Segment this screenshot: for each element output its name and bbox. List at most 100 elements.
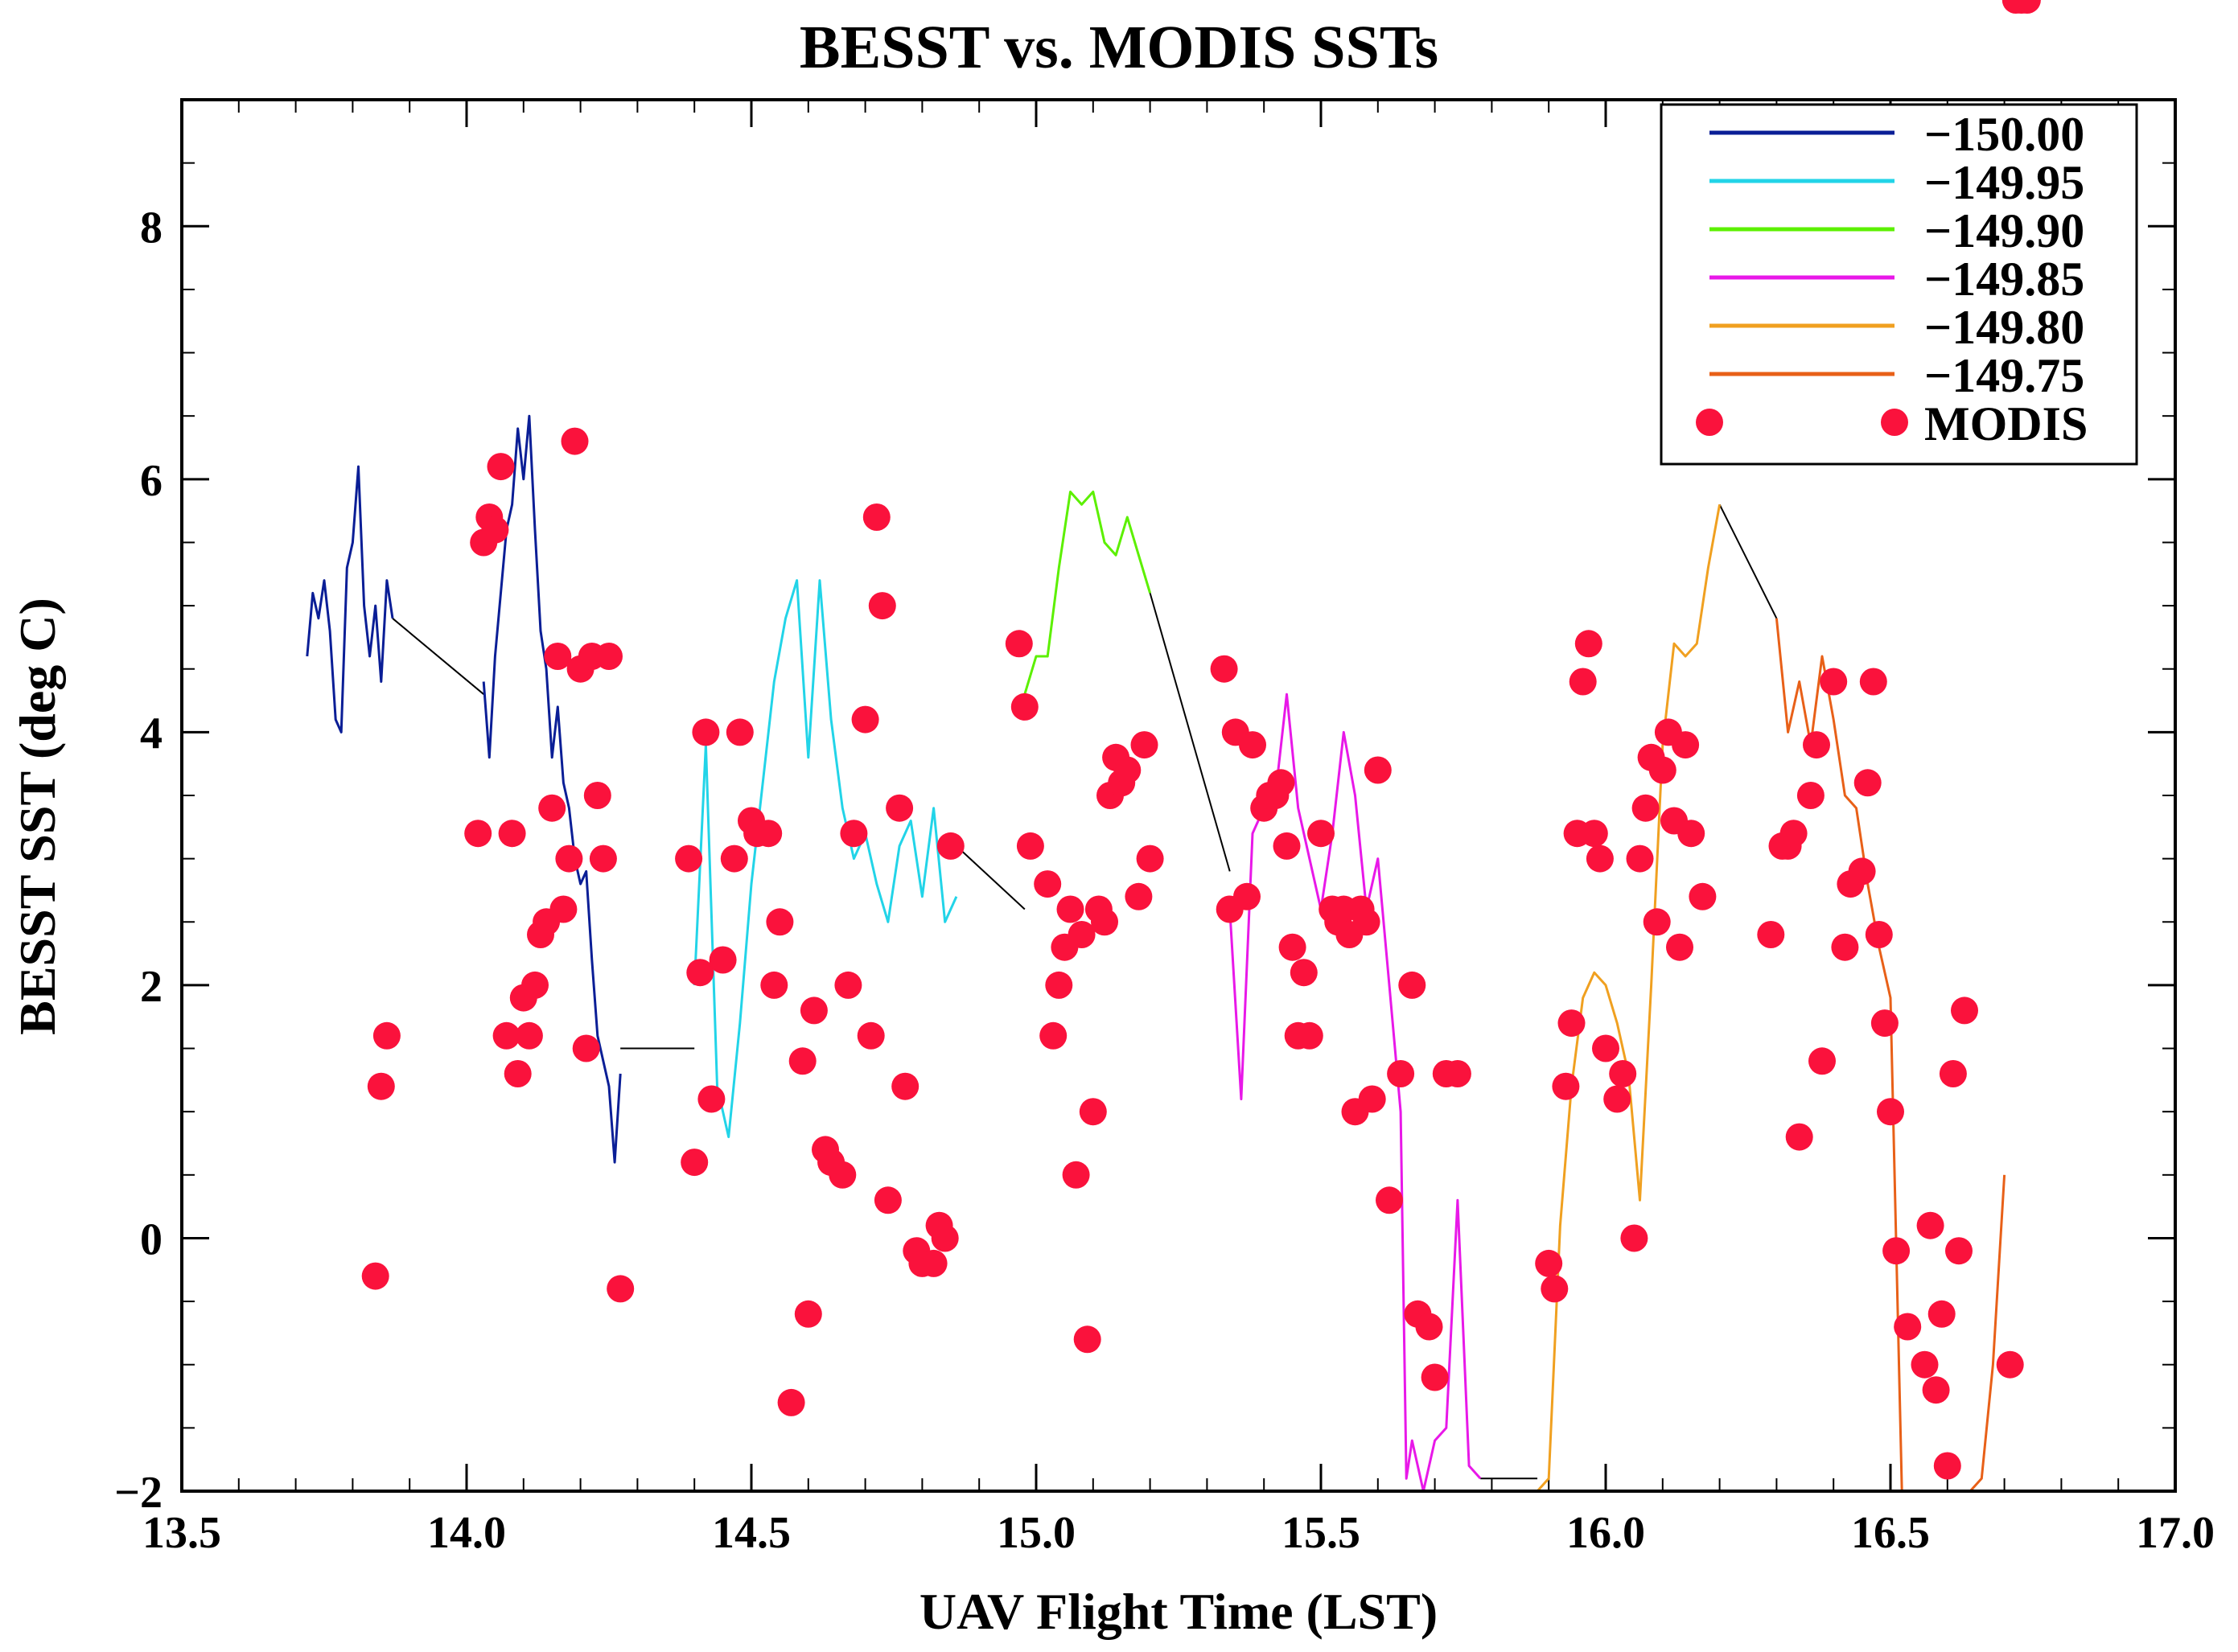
modis-point — [1620, 1224, 1648, 1252]
legend-label: −150.00 — [1924, 108, 2084, 161]
modis-point — [1648, 756, 1676, 784]
modis-point — [1922, 1376, 1950, 1404]
modis-point — [1916, 1211, 1944, 1239]
modis-point — [464, 820, 492, 848]
y-tick-label: 0 — [140, 1214, 163, 1264]
modis-point — [1125, 882, 1153, 910]
x-axis-label: UAV Flight Time (LST) — [919, 1583, 1438, 1640]
modis-point — [1239, 731, 1266, 759]
modis-point — [1010, 692, 1039, 721]
x-tick-label: 16.5 — [1851, 1508, 1930, 1558]
modis-point — [492, 1021, 520, 1050]
x-tick-label: 17.0 — [2136, 1508, 2215, 1558]
modis-point — [1113, 756, 1142, 784]
modis-point — [874, 1186, 902, 1214]
y-tick-label: 8 — [140, 203, 163, 253]
modis-point — [1808, 1047, 1836, 1075]
modis-point — [1672, 731, 1700, 759]
x-tick-label: 15.0 — [997, 1508, 1076, 1558]
modis-point — [1034, 870, 1062, 898]
modis-point — [720, 844, 748, 873]
modis-point — [891, 1072, 919, 1100]
legend-box — [1660, 103, 2138, 466]
modis-point — [515, 1021, 543, 1050]
modis-point — [1130, 731, 1158, 759]
y-tick-label: 2 — [140, 962, 163, 1012]
connector-line — [956, 845, 1026, 910]
y-tick-label: 4 — [140, 709, 163, 758]
modis-point — [561, 427, 589, 455]
modis-point — [1785, 1123, 1813, 1151]
modis-point — [829, 1161, 857, 1189]
modis-point — [583, 782, 611, 809]
modis-point — [777, 1388, 805, 1416]
modis-point — [1865, 921, 1893, 948]
connector-line — [392, 618, 484, 695]
modis-point — [1574, 630, 1602, 658]
modis-point — [1603, 1085, 1631, 1113]
modis-point — [726, 718, 754, 746]
y-tick-label: 6 — [140, 456, 163, 506]
modis-point — [1933, 1452, 1961, 1480]
legend-label: −149.95 — [1924, 156, 2084, 209]
modis-point — [766, 908, 794, 936]
modis-point — [681, 1149, 709, 1177]
modis-point — [1631, 794, 1660, 822]
modis-point — [1853, 769, 1882, 797]
modis-point — [1939, 1060, 1967, 1087]
legend-label-modis: MODIS — [1924, 397, 2088, 450]
modis-point — [1643, 908, 1671, 936]
modis-point — [1677, 820, 1705, 848]
modis-point — [1290, 959, 1318, 987]
modis-point — [1569, 668, 1597, 696]
modis-point — [549, 895, 578, 923]
modis-point — [1945, 1237, 1973, 1265]
x-tick-label: 15.5 — [1282, 1508, 1360, 1558]
legend-label: −149.75 — [1924, 349, 2084, 402]
modis-point — [1831, 933, 1859, 961]
modis-point — [589, 844, 617, 873]
modis-point — [572, 1034, 600, 1062]
plot-area — [306, 0, 2041, 1493]
modis-point — [498, 820, 526, 848]
modis-point — [1877, 1098, 1904, 1126]
modis-point — [1062, 1161, 1090, 1189]
modis-point — [1364, 756, 1392, 784]
modis-point — [1951, 997, 1978, 1025]
modis-point — [931, 1224, 959, 1252]
modis-point — [834, 971, 862, 999]
modis-point — [1592, 1034, 1619, 1062]
modis-point — [1803, 731, 1830, 759]
modis-point — [1307, 820, 1335, 848]
x-tick-label: 14.0 — [427, 1508, 506, 1558]
modis-point — [686, 959, 714, 987]
legend-label: −149.85 — [1924, 253, 2084, 306]
modis-point — [1779, 820, 1808, 848]
modis-point — [1387, 1060, 1415, 1087]
plot-frame — [180, 98, 2177, 1493]
connector-line — [1718, 503, 1778, 619]
modis-point — [1278, 933, 1306, 961]
modis-point — [1820, 668, 1848, 696]
modis-point — [1552, 1072, 1580, 1100]
modis-point — [1927, 1300, 1956, 1328]
modis-point — [1609, 1060, 1637, 1087]
legend: −150.00−149.95−149.90−149.85−149.80−149.… — [1660, 103, 2138, 466]
modis-point — [1233, 882, 1261, 910]
modis-point — [919, 1249, 948, 1277]
modis-point — [936, 832, 965, 860]
modis-point — [794, 1300, 822, 1328]
series-line — [306, 465, 394, 734]
modis-point — [1666, 933, 1693, 961]
modis-point — [1882, 1237, 1911, 1265]
modis-point — [555, 844, 583, 873]
modis-point — [1757, 921, 1785, 948]
modis-point — [607, 1275, 635, 1303]
modis-point — [886, 794, 914, 822]
modis-point — [487, 453, 515, 481]
modis-point — [1859, 668, 1887, 696]
modis-point — [1894, 1313, 1922, 1341]
modis-point — [1352, 908, 1380, 936]
modis-point — [692, 718, 720, 746]
